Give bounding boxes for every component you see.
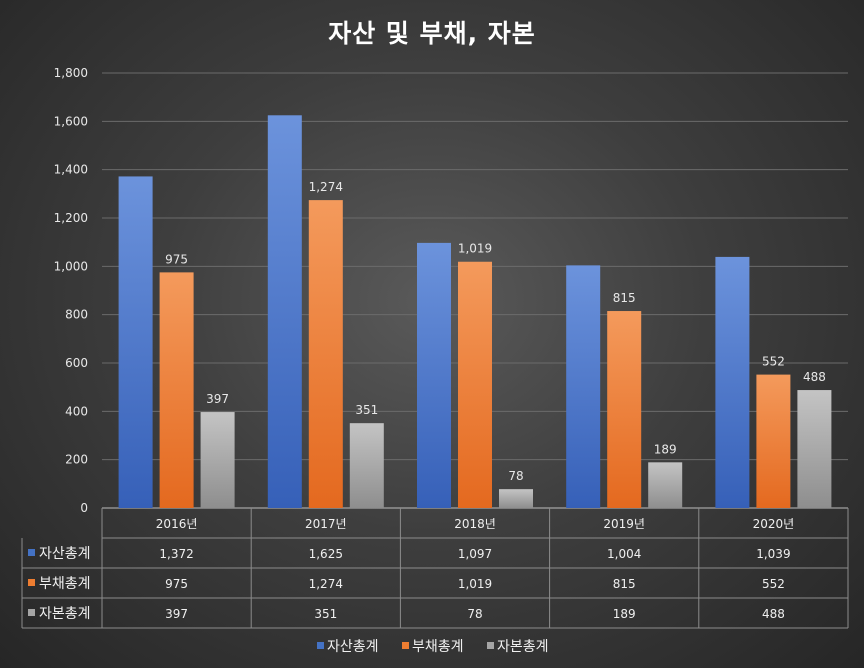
- y-tick-label: 1,200: [54, 211, 88, 225]
- y-tick-label: 800: [65, 308, 88, 322]
- y-axis-ticks: 0 200 400 600 800 1,000 1,200 1,400 1,600 1,800: [54, 66, 88, 515]
- table-legend-key: [28, 549, 35, 556]
- bar-부채총계-2017년: [308, 200, 343, 508]
- data-labels: 975 397 1,274 351 1,019 78 815 189 552 488: [165, 180, 826, 483]
- y-tick-label: 1,600: [54, 114, 88, 128]
- table-cell: 488: [762, 607, 785, 621]
- table-cell: 815: [613, 577, 636, 591]
- bar-부채총계-2019년: [607, 311, 642, 508]
- table-row-label: 자산총계: [39, 546, 91, 562]
- bar-부채총계-2018년: [458, 261, 492, 508]
- legend-label: 자산총계: [327, 639, 379, 655]
- legend-label: 부채총계: [412, 639, 464, 655]
- data-label: 78: [508, 469, 523, 483]
- table-cell: 1,274: [309, 577, 343, 591]
- bar-자산총계-2018년: [417, 242, 451, 508]
- legend: 자산총계 부채총계 자본총계: [317, 639, 549, 655]
- table-row-label: 자본총계: [39, 606, 91, 622]
- data-label: 815: [613, 291, 636, 305]
- table-cell: 1,625: [309, 547, 343, 561]
- table-cell: 1,372: [159, 547, 193, 561]
- data-label: 975: [165, 252, 188, 266]
- table-cell: 397: [165, 607, 188, 621]
- data-label: 488: [803, 370, 826, 384]
- data-label: 397: [206, 392, 229, 406]
- y-tick-label: 400: [65, 404, 88, 418]
- legend-label: 자본총계: [497, 639, 549, 655]
- data-label: 552: [762, 355, 785, 369]
- table-legend-key: [28, 579, 35, 586]
- table-cell: 78: [467, 607, 482, 621]
- chart-title: 자산 및 부채, 자본: [328, 19, 536, 48]
- table-cell: 1,097: [458, 547, 492, 561]
- y-tick-label: 1,800: [54, 66, 88, 80]
- bar-부채총계-2020년: [756, 374, 791, 508]
- data-label: 1,019: [458, 242, 492, 256]
- x-tick-label: 2019년: [603, 517, 645, 531]
- table-cell: 351: [314, 607, 337, 621]
- table-cell: 552: [762, 577, 785, 591]
- y-tick-label: 1,400: [54, 163, 88, 177]
- x-tick-label: 2020년: [753, 517, 795, 531]
- bar-자본총계-2017년: [349, 423, 384, 508]
- y-tick-label: 0: [80, 501, 88, 515]
- x-tick-label: 2018년: [454, 517, 496, 531]
- table-cell: 1,039: [756, 547, 790, 561]
- bar-자본총계-2019년: [648, 462, 683, 508]
- table-cell: 189: [613, 607, 636, 621]
- data-label: 1,274: [309, 180, 343, 194]
- table-cell: 1,019: [458, 577, 492, 591]
- legend-key: [317, 642, 324, 649]
- bar-자산총계-2019년: [566, 265, 601, 508]
- bar-자산총계-2020년: [715, 256, 750, 508]
- table-row-label: 부채총계: [39, 576, 91, 592]
- table-cell: 975: [165, 577, 188, 591]
- table-legend-key: [28, 609, 35, 616]
- legend-key: [487, 642, 494, 649]
- bar-부채총계-2016년: [159, 272, 194, 508]
- y-tick-label: 1,000: [54, 259, 88, 273]
- y-tick-label: 600: [65, 356, 88, 370]
- data-label: 189: [654, 442, 677, 456]
- table-cell: 1,004: [607, 547, 641, 561]
- bar-자본총계-2016년: [200, 412, 235, 508]
- legend-key: [402, 642, 409, 649]
- bar-자본총계-2020년: [797, 390, 832, 508]
- bar-자산총계-2017년: [267, 115, 302, 509]
- bar-자산총계-2016년: [118, 176, 153, 508]
- x-tick-label: 2016년: [156, 517, 198, 531]
- y-tick-label: 200: [65, 453, 88, 467]
- bar-자본총계-2018년: [499, 489, 533, 508]
- data-label: 351: [355, 403, 378, 417]
- bars: [118, 115, 832, 509]
- x-tick-label: 2017년: [305, 517, 347, 531]
